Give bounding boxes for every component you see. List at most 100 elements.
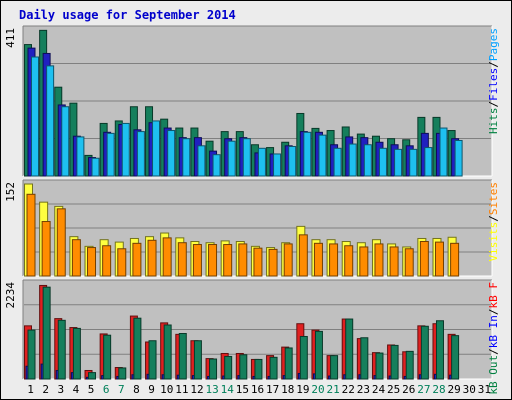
x-tick-label: 12	[190, 383, 203, 396]
bar-sites	[223, 244, 233, 277]
bar-kb-out	[435, 320, 444, 380]
bar-kb-out	[88, 372, 97, 380]
bar-kb-out	[224, 355, 233, 380]
bar-sites	[329, 243, 339, 277]
x-tick-label: 3	[58, 383, 65, 396]
x-tick-label: 5	[88, 383, 95, 396]
bar-sites	[56, 208, 66, 277]
bar-kb-out	[133, 317, 142, 380]
x-tick-label: 11	[175, 383, 188, 396]
bar-sites	[359, 246, 369, 277]
x-tick-label: 13	[205, 383, 218, 396]
x-tick-label: 29	[448, 383, 461, 396]
bar-sites	[71, 239, 81, 277]
legend-separator: /	[487, 101, 500, 108]
bar-sites	[344, 245, 354, 277]
bar-pages	[76, 136, 85, 177]
bar-pages	[318, 134, 327, 177]
bar-sites	[87, 247, 97, 277]
legend-entry: kB In	[487, 315, 500, 348]
bar-kb-out	[284, 347, 293, 380]
bar-sites	[117, 248, 127, 277]
bar-pages	[121, 122, 130, 177]
x-tick-label: 24	[372, 383, 386, 396]
bar-sites	[298, 234, 308, 277]
bar-sites	[434, 241, 444, 277]
bar-sites	[177, 242, 187, 277]
panel-hits-files-pages-ymax-label: 411	[4, 28, 17, 48]
bar-pages	[46, 65, 55, 177]
bar-sites	[268, 248, 278, 277]
x-tick-label: 27	[417, 383, 430, 396]
legend-separator: /	[487, 309, 500, 316]
bar-sites	[389, 246, 399, 277]
bar-sites	[253, 247, 263, 277]
bar-kb-out	[27, 329, 36, 380]
bar-pages	[227, 140, 236, 177]
bar-kb-out	[345, 318, 354, 380]
bar-kb-out	[42, 286, 51, 380]
x-tick-label: 1	[27, 383, 34, 396]
bar-sites	[238, 243, 248, 277]
bar-pages	[136, 131, 145, 177]
bar-kb-out	[118, 367, 127, 380]
bar-pages	[197, 145, 206, 177]
bar-sites	[26, 193, 36, 277]
bar-kb-out	[269, 356, 278, 380]
x-tick-label: 20	[311, 383, 324, 396]
x-tick-label: 15	[236, 383, 249, 396]
panel-hits-files-pages-legend: Hits/Files/Pages	[487, 28, 500, 134]
bar-kb-out	[314, 330, 323, 380]
x-tick-label: 2	[42, 383, 49, 396]
x-tick-label: 14	[221, 383, 235, 396]
bar-pages	[288, 146, 297, 177]
x-tick-label: 25	[387, 383, 400, 396]
x-tick-label: 30	[463, 383, 476, 396]
x-tick-label: 21	[327, 383, 340, 396]
bar-pages	[167, 130, 176, 177]
legend-entry: Pages	[487, 28, 500, 61]
bar-pages	[439, 127, 448, 177]
bar-pages	[424, 147, 433, 177]
bar-kb-out	[103, 334, 112, 380]
panel-sites-visits-legend: Visits/Sites	[487, 182, 500, 262]
bar-pages	[273, 153, 282, 177]
bar-pages	[242, 138, 251, 177]
x-tick-label: 7	[118, 383, 125, 396]
bar-pages	[61, 106, 70, 177]
x-tick-label: 16	[251, 383, 264, 396]
legend-entry: Sites	[487, 182, 500, 215]
bar-sites	[404, 248, 414, 277]
x-tick-label: 10	[160, 383, 173, 396]
legend-entry: Hits	[487, 108, 500, 135]
x-tick-label: 4	[73, 383, 80, 396]
bar-kb-out	[360, 337, 369, 380]
x-tick-label: 23	[357, 383, 370, 396]
bar-kb-out	[330, 355, 339, 380]
x-tick-label: 9	[148, 383, 155, 396]
legend-separator: /	[487, 215, 500, 222]
bar-pages	[363, 144, 372, 177]
bar-pages	[394, 148, 403, 177]
bar-kb-out	[299, 335, 308, 380]
bar-sites	[450, 242, 460, 277]
bar-pages	[257, 147, 266, 177]
x-tick-label: 8	[133, 383, 140, 396]
bar-pages	[409, 148, 418, 177]
bar-kb-out	[178, 332, 187, 380]
bar-sites	[283, 243, 293, 277]
bar-sites	[192, 244, 202, 277]
bar-sites	[162, 237, 172, 277]
bar-pages	[91, 157, 100, 177]
legend-separator: /	[487, 348, 500, 355]
bar-pages	[212, 154, 221, 177]
bar-kb-out	[193, 340, 202, 380]
bar-pages	[182, 138, 191, 177]
bar-kb-out	[239, 354, 248, 380]
bar-kb-out	[209, 358, 218, 380]
legend-entry: kB Out	[487, 355, 500, 395]
bar-kb-out	[390, 344, 399, 380]
x-tick-label: 28	[432, 383, 445, 396]
legend-separator: /	[487, 61, 500, 68]
